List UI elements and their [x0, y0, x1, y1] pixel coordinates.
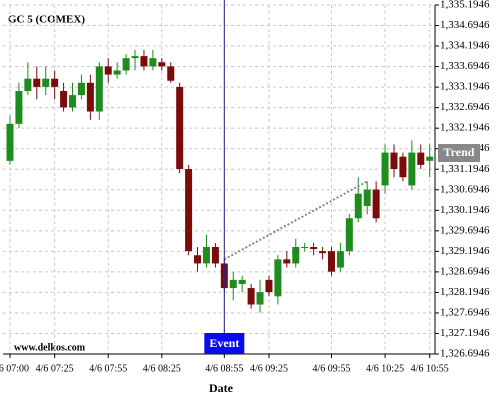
candle-body — [194, 255, 202, 264]
candle-body — [6, 123, 14, 161]
candle-body — [417, 152, 425, 165]
y-tick-label: 1,333.1946 — [440, 81, 490, 93]
x-tick-label: 4/6 08:55 — [205, 363, 243, 374]
candle-body — [247, 288, 255, 305]
y-tick-label: 1,327.6946 — [440, 306, 490, 318]
candle-body — [86, 82, 94, 112]
trend-label: Trend — [444, 145, 475, 159]
x-tick-label: 4/6 10:55 — [411, 363, 449, 374]
event-label: Event — [209, 336, 239, 350]
candle-body — [158, 62, 166, 67]
y-tick-label: 1,333.6946 — [440, 60, 490, 72]
x-tick-label: 4/6 08:25 — [143, 363, 181, 374]
candle-body — [140, 56, 148, 67]
candle-body — [372, 189, 380, 219]
candle-body — [301, 247, 309, 249]
y-tick-label: 1,334.6946 — [440, 19, 490, 31]
candle-body — [131, 56, 139, 59]
candle-body — [354, 193, 362, 219]
candle-body — [408, 152, 416, 186]
candle-body — [399, 156, 407, 178]
candle-body — [336, 251, 344, 268]
x-axis-title: Date — [209, 381, 234, 395]
x-tick-label: 4/6 07:55 — [89, 363, 127, 374]
x-tick-label: 4/6 07:00 — [0, 363, 29, 374]
candle-body — [185, 169, 193, 252]
y-tick-label: 1,329.1946 — [440, 245, 490, 257]
candle-body — [33, 78, 41, 87]
candle-body — [113, 70, 121, 75]
candle-body — [77, 82, 85, 96]
candle-body — [363, 189, 371, 206]
y-tick-label: 1,334.1946 — [440, 40, 490, 52]
y-tick-label: 1,330.6946 — [440, 183, 490, 195]
candle-body — [238, 279, 246, 284]
event-label-box — [204, 333, 245, 354]
x-tick-label: 4/6 07:25 — [36, 363, 74, 374]
y-tick-label: 1,335.1946 — [440, 0, 490, 11]
candle-body — [42, 78, 50, 87]
candle-body — [202, 247, 210, 264]
x-tick-label: 4/6 09:55 — [312, 363, 350, 374]
candle-body — [122, 58, 130, 71]
x-tick-label: 4/6 09:25 — [250, 363, 288, 374]
candle-body — [60, 91, 68, 108]
candle-body — [104, 66, 112, 75]
candle-body — [274, 259, 282, 297]
y-tick-label: 1,327.1946 — [440, 327, 490, 339]
candle-body — [381, 152, 389, 186]
candle-body — [283, 259, 291, 264]
candle-body — [256, 292, 264, 305]
candle-body — [265, 279, 273, 293]
y-tick-label: 1,332.1946 — [440, 122, 490, 134]
candle-body — [229, 279, 237, 289]
chart-title: GC 5 (COMEX) — [8, 14, 85, 26]
y-tick-label: 1,330.1946 — [440, 204, 490, 216]
candle-body — [319, 251, 327, 254]
candle-body — [69, 95, 77, 108]
y-tick-label: 1,328.6946 — [440, 265, 490, 277]
candle-body — [310, 247, 318, 250]
x-tick-label: 4/6 10:25 — [366, 363, 404, 374]
candle-body — [327, 251, 335, 272]
candle-body — [292, 247, 300, 264]
candle-body — [167, 66, 175, 81]
candle-body — [211, 247, 219, 264]
trend-label-box — [438, 144, 480, 162]
y-tick-label: 1,331.1946 — [440, 163, 490, 175]
y-tick-label: 1,326.6946 — [440, 348, 490, 360]
y-tick-label: 1,332.6946 — [440, 101, 490, 113]
y-tick-label: 1,328.1946 — [440, 286, 490, 298]
candle-body — [345, 218, 353, 252]
candle-body — [426, 156, 434, 161]
trend-line — [223, 180, 368, 261]
candle-body — [390, 152, 398, 170]
candle-body — [149, 58, 157, 67]
candle-body — [24, 78, 32, 92]
candle-body — [51, 78, 59, 87]
watermark: www.delkos.com — [14, 342, 86, 353]
y-tick-label: 1,329.6946 — [440, 224, 490, 236]
candle-body — [176, 86, 184, 170]
candle-body — [15, 91, 23, 124]
candle-body — [95, 66, 103, 112]
